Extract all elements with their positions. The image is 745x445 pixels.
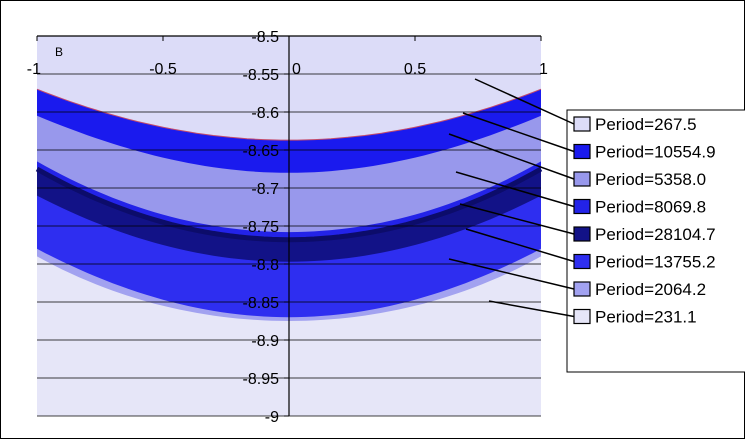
leader-line — [455, 171, 575, 208]
y-tick-label: -8.9 — [251, 333, 279, 350]
y-tick-label: -8.95 — [243, 371, 280, 388]
legend-swatch — [573, 198, 591, 215]
legend-label: Period=8069.8 — [595, 198, 706, 217]
y-tick-label: -8.5 — [251, 29, 279, 46]
x-tick-label: 0 — [292, 61, 301, 78]
corner-label: B — [55, 45, 63, 59]
leader-line — [465, 228, 575, 263]
x-tick-label: 1 — [539, 61, 548, 78]
legend-label: Period=2064.2 — [595, 280, 706, 299]
legend-label: Period=13755.2 — [595, 253, 716, 272]
leader-line — [462, 112, 575, 153]
legend-label: Period=231.1 — [595, 308, 697, 327]
y-tick-label: -9 — [265, 409, 279, 426]
leader-line — [448, 258, 575, 290]
y-tick-label: -8.55 — [243, 67, 280, 84]
legend-label: Period=10554.9 — [595, 143, 716, 162]
x-tick-label: -0.5 — [149, 61, 177, 78]
legend-label: Period=28104.7 — [595, 225, 716, 244]
leader-line — [459, 203, 575, 235]
y-tick-label: -8.8 — [251, 257, 279, 274]
leader-line — [474, 78, 575, 125]
leader-line — [448, 133, 575, 180]
legend-swatch — [573, 143, 591, 160]
legend-leader-lines — [448, 78, 575, 318]
y-tick-label: -8.7 — [251, 181, 279, 198]
leader-line — [488, 300, 575, 318]
legend: Period=267.5 Period=10554.9 Period=5358.0 P… — [566, 109, 745, 373]
x-tick-label: -1 — [27, 61, 41, 78]
x-tick-labels: -1 -0.5 0 0.5 1 — [27, 61, 548, 78]
area-layers — [37, 77, 541, 417]
legend-label: Period=267.5 — [595, 115, 697, 134]
legend-swatch — [573, 226, 591, 242]
axes — [36, 35, 542, 417]
x-tick-label: 0.5 — [404, 61, 426, 78]
y-tick-label: -8.85 — [243, 295, 280, 312]
y-tick-label: -8.75 — [243, 219, 280, 236]
legend-swatch — [573, 308, 591, 325]
legend-swatch — [573, 253, 591, 270]
legend-box — [566, 109, 745, 373]
legend-swatch — [573, 281, 591, 297]
y-tick-labels: -8.5 -8.55 -8.6 -8.65 -8.7 -8.75 -8.8 -8.85 -8.9… — [243, 29, 280, 426]
legend-swatch — [573, 116, 591, 132]
y-tick-label: -8.6 — [251, 105, 279, 122]
legend-swatch — [573, 171, 591, 187]
y-tick-label: -8.65 — [243, 143, 280, 160]
legend-label: Period=5358.0 — [595, 170, 706, 189]
